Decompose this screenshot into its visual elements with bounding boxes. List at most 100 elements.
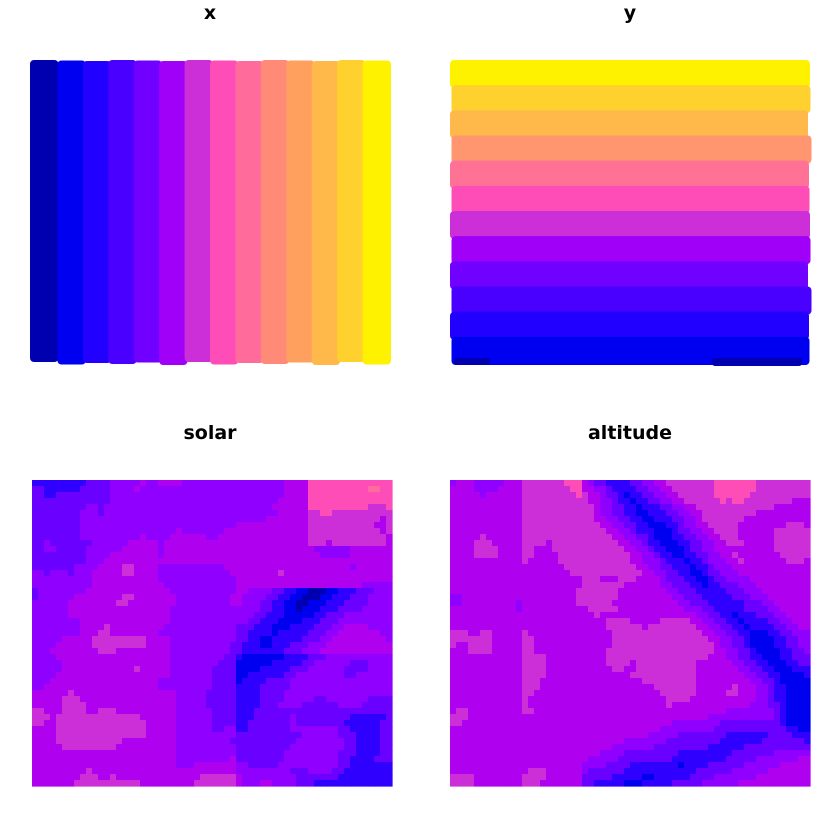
- heatmap-cell: [176, 504, 183, 511]
- heatmap-cell: [374, 588, 381, 595]
- heatmap-cell: [666, 594, 673, 601]
- heatmap-cell: [230, 570, 237, 577]
- heatmap-cell: [182, 690, 189, 697]
- heatmap-cell: [690, 492, 697, 499]
- heatmap-cell: [744, 594, 751, 601]
- heatmap-cell: [242, 756, 249, 763]
- heatmap-cell: [68, 600, 75, 607]
- heatmap-cell: [104, 732, 111, 739]
- heatmap-cell: [480, 558, 487, 565]
- heatmap-cell: [104, 558, 111, 565]
- heatmap-cell: [356, 780, 363, 787]
- heatmap-cell: [248, 696, 255, 703]
- heatmap-cell: [80, 654, 87, 661]
- heatmap-cell: [576, 642, 583, 649]
- heatmap-cell: [804, 588, 811, 595]
- heatmap-cell: [248, 666, 255, 673]
- heatmap-cell: [74, 588, 81, 595]
- heatmap-cell: [176, 600, 183, 607]
- heatmap-cell: [230, 654, 237, 661]
- heatmap-cell: [170, 756, 177, 763]
- heatmap-cell: [480, 540, 487, 547]
- heatmap-cell: [314, 570, 321, 577]
- heatmap-cell: [588, 588, 595, 595]
- heatmap-cell: [468, 528, 475, 535]
- heatmap-cell: [510, 564, 517, 571]
- heatmap-cell: [74, 696, 81, 703]
- heatmap-cell: [474, 588, 481, 595]
- heatmap-cell: [194, 594, 201, 601]
- heatmap-cell: [206, 756, 213, 763]
- heatmap-cell: [182, 486, 189, 493]
- heatmap-cell: [314, 552, 321, 559]
- heatmap-cell: [98, 714, 105, 721]
- heatmap-cell: [290, 696, 297, 703]
- heatmap-cell: [510, 648, 517, 655]
- heatmap-cell: [200, 714, 207, 721]
- heatmap-cell: [236, 636, 243, 643]
- heatmap-cell: [492, 498, 499, 505]
- heatmap-cell: [786, 618, 793, 625]
- heatmap-cell: [456, 630, 463, 637]
- heatmap-cell: [540, 558, 547, 565]
- heatmap-cell: [558, 594, 565, 601]
- heatmap-cell: [230, 756, 237, 763]
- heatmap-cell: [780, 570, 787, 577]
- heatmap-cell: [606, 540, 613, 547]
- panel-title: altitude: [587, 422, 673, 444]
- heatmap-cell: [660, 636, 667, 643]
- heatmap-cell: [564, 630, 571, 637]
- heatmap-cell: [642, 606, 649, 613]
- heatmap-cell: [492, 576, 499, 583]
- heatmap-cell: [498, 480, 505, 487]
- heatmap-cell: [528, 486, 535, 493]
- heatmap-cell: [720, 480, 727, 487]
- heatmap-cell: [380, 588, 387, 595]
- heatmap-cell: [726, 552, 733, 559]
- heatmap-cell: [636, 612, 643, 619]
- heatmap-cell: [648, 510, 655, 517]
- heatmap-cell: [450, 654, 457, 661]
- heatmap-cell: [386, 714, 393, 721]
- heatmap-cell: [236, 750, 243, 757]
- heatmap-cell: [194, 660, 201, 667]
- heatmap-cell: [684, 624, 691, 631]
- heatmap-cell: [224, 618, 231, 625]
- heatmap-cell: [290, 666, 297, 673]
- heatmap-cell: [140, 756, 147, 763]
- heatmap-cell: [386, 642, 393, 649]
- heatmap-cell: [504, 546, 511, 553]
- heatmap-cell: [164, 582, 171, 589]
- heatmap-cell: [326, 720, 333, 727]
- heatmap-cell: [170, 750, 177, 757]
- heatmap-cell: [110, 504, 117, 511]
- heatmap-cell: [152, 750, 159, 757]
- heatmap-cell: [744, 570, 751, 577]
- panel-altitude: altitude: [420, 420, 840, 840]
- heatmap-cell: [606, 660, 613, 667]
- heatmap-cell: [290, 606, 297, 613]
- heatmap-cell: [284, 654, 291, 661]
- heatmap-cell: [468, 654, 475, 661]
- heatmap-cell: [480, 492, 487, 499]
- heatmap-cell: [624, 624, 631, 631]
- heatmap-cell: [170, 666, 177, 673]
- heatmap-cell: [158, 486, 165, 493]
- heatmap-cell: [188, 720, 195, 727]
- heatmap-cell: [302, 774, 309, 781]
- heatmap-cell: [326, 648, 333, 655]
- heatmap-cell: [666, 666, 673, 673]
- heatmap-cell: [588, 492, 595, 499]
- heatmap-cell: [380, 762, 387, 769]
- heatmap-cell: [576, 504, 583, 511]
- heatmap-cell: [528, 612, 535, 619]
- heatmap-cell: [188, 564, 195, 571]
- heatmap-cell: [272, 582, 279, 589]
- heatmap-cell: [356, 480, 363, 487]
- heatmap-cell: [756, 630, 763, 637]
- heatmap-cell: [344, 762, 351, 769]
- heatmap-cell: [248, 714, 255, 721]
- heatmap-cell: [266, 570, 273, 577]
- heatmap-cell: [182, 522, 189, 529]
- heatmap-cell: [594, 516, 601, 523]
